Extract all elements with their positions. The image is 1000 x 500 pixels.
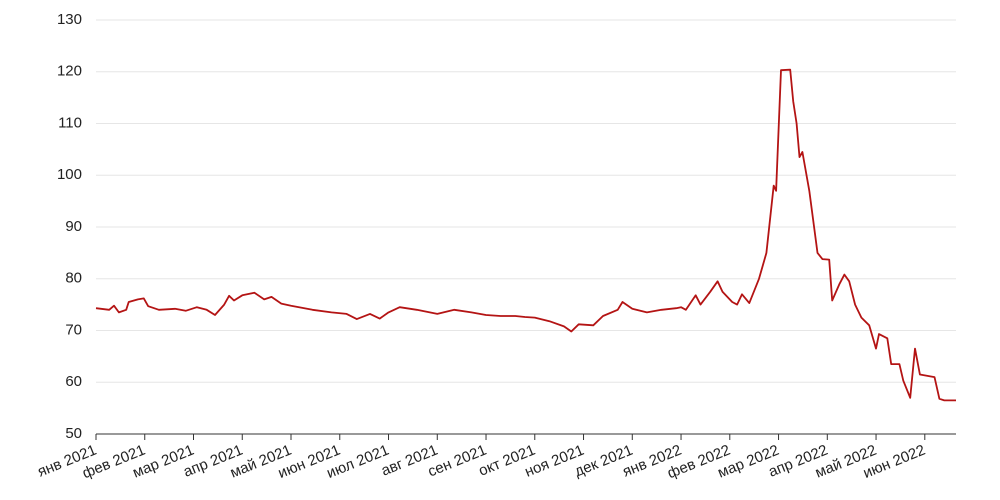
data-line xyxy=(95,68,956,402)
y-tick-label: 130 xyxy=(57,11,82,28)
y-tick-label: 60 xyxy=(65,373,82,390)
y-tick-label: 120 xyxy=(57,63,82,80)
y-tick-label: 70 xyxy=(65,321,82,338)
y-tick-label: 110 xyxy=(58,114,82,131)
y-tick-label: 90 xyxy=(65,218,82,235)
y-tick-label: 80 xyxy=(65,270,82,287)
y-tick-label: 100 xyxy=(57,166,82,183)
y-tick-label: 50 xyxy=(65,425,82,442)
